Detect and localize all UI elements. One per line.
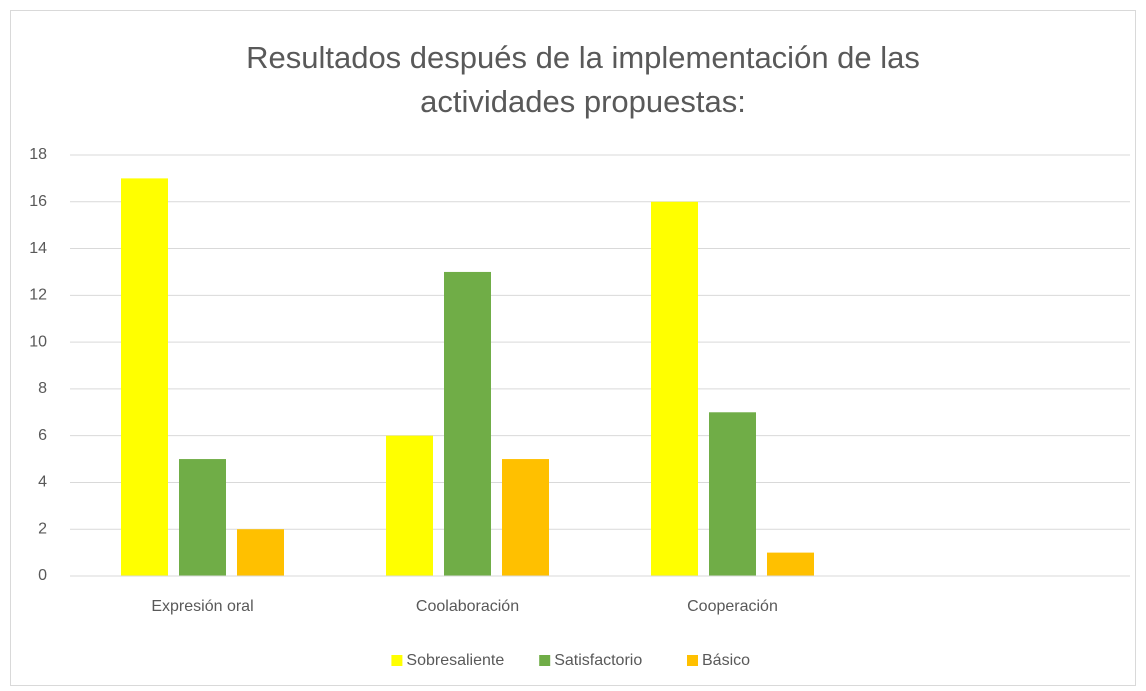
bar	[179, 459, 226, 576]
y-tick-label: 18	[29, 146, 47, 163]
bar	[121, 178, 168, 576]
legend-label: Satisfactorio	[554, 652, 642, 669]
x-tick-label: Expresión oral	[151, 598, 253, 615]
chart-title: actividades propuestas:	[420, 84, 746, 119]
y-tick-label: 12	[29, 287, 47, 304]
y-tick-label: 6	[38, 427, 47, 444]
x-tick-label: Coolaboración	[416, 598, 519, 615]
y-tick-label: 4	[38, 474, 47, 491]
legend-swatch	[391, 655, 403, 666]
legend-label: Básico	[702, 652, 750, 669]
bar	[502, 459, 549, 576]
chart-title: Resultados después de la implementación …	[246, 40, 920, 75]
bar	[709, 412, 756, 576]
x-tick-label: Cooperación	[687, 598, 778, 615]
legend-label: Sobresaliente	[406, 652, 504, 669]
bar	[444, 271, 491, 576]
y-tick-label: 14	[29, 240, 47, 257]
bar	[237, 529, 284, 576]
y-tick-label: 0	[38, 567, 47, 584]
bar	[767, 552, 814, 576]
y-tick-label: 2	[38, 520, 47, 537]
y-tick-label: 16	[29, 193, 47, 210]
legend-swatch	[687, 655, 698, 666]
y-tick-label: 8	[38, 380, 47, 397]
bar	[386, 435, 433, 576]
y-tick-label: 10	[29, 333, 47, 350]
legend-swatch	[539, 655, 551, 666]
bar	[651, 201, 698, 576]
